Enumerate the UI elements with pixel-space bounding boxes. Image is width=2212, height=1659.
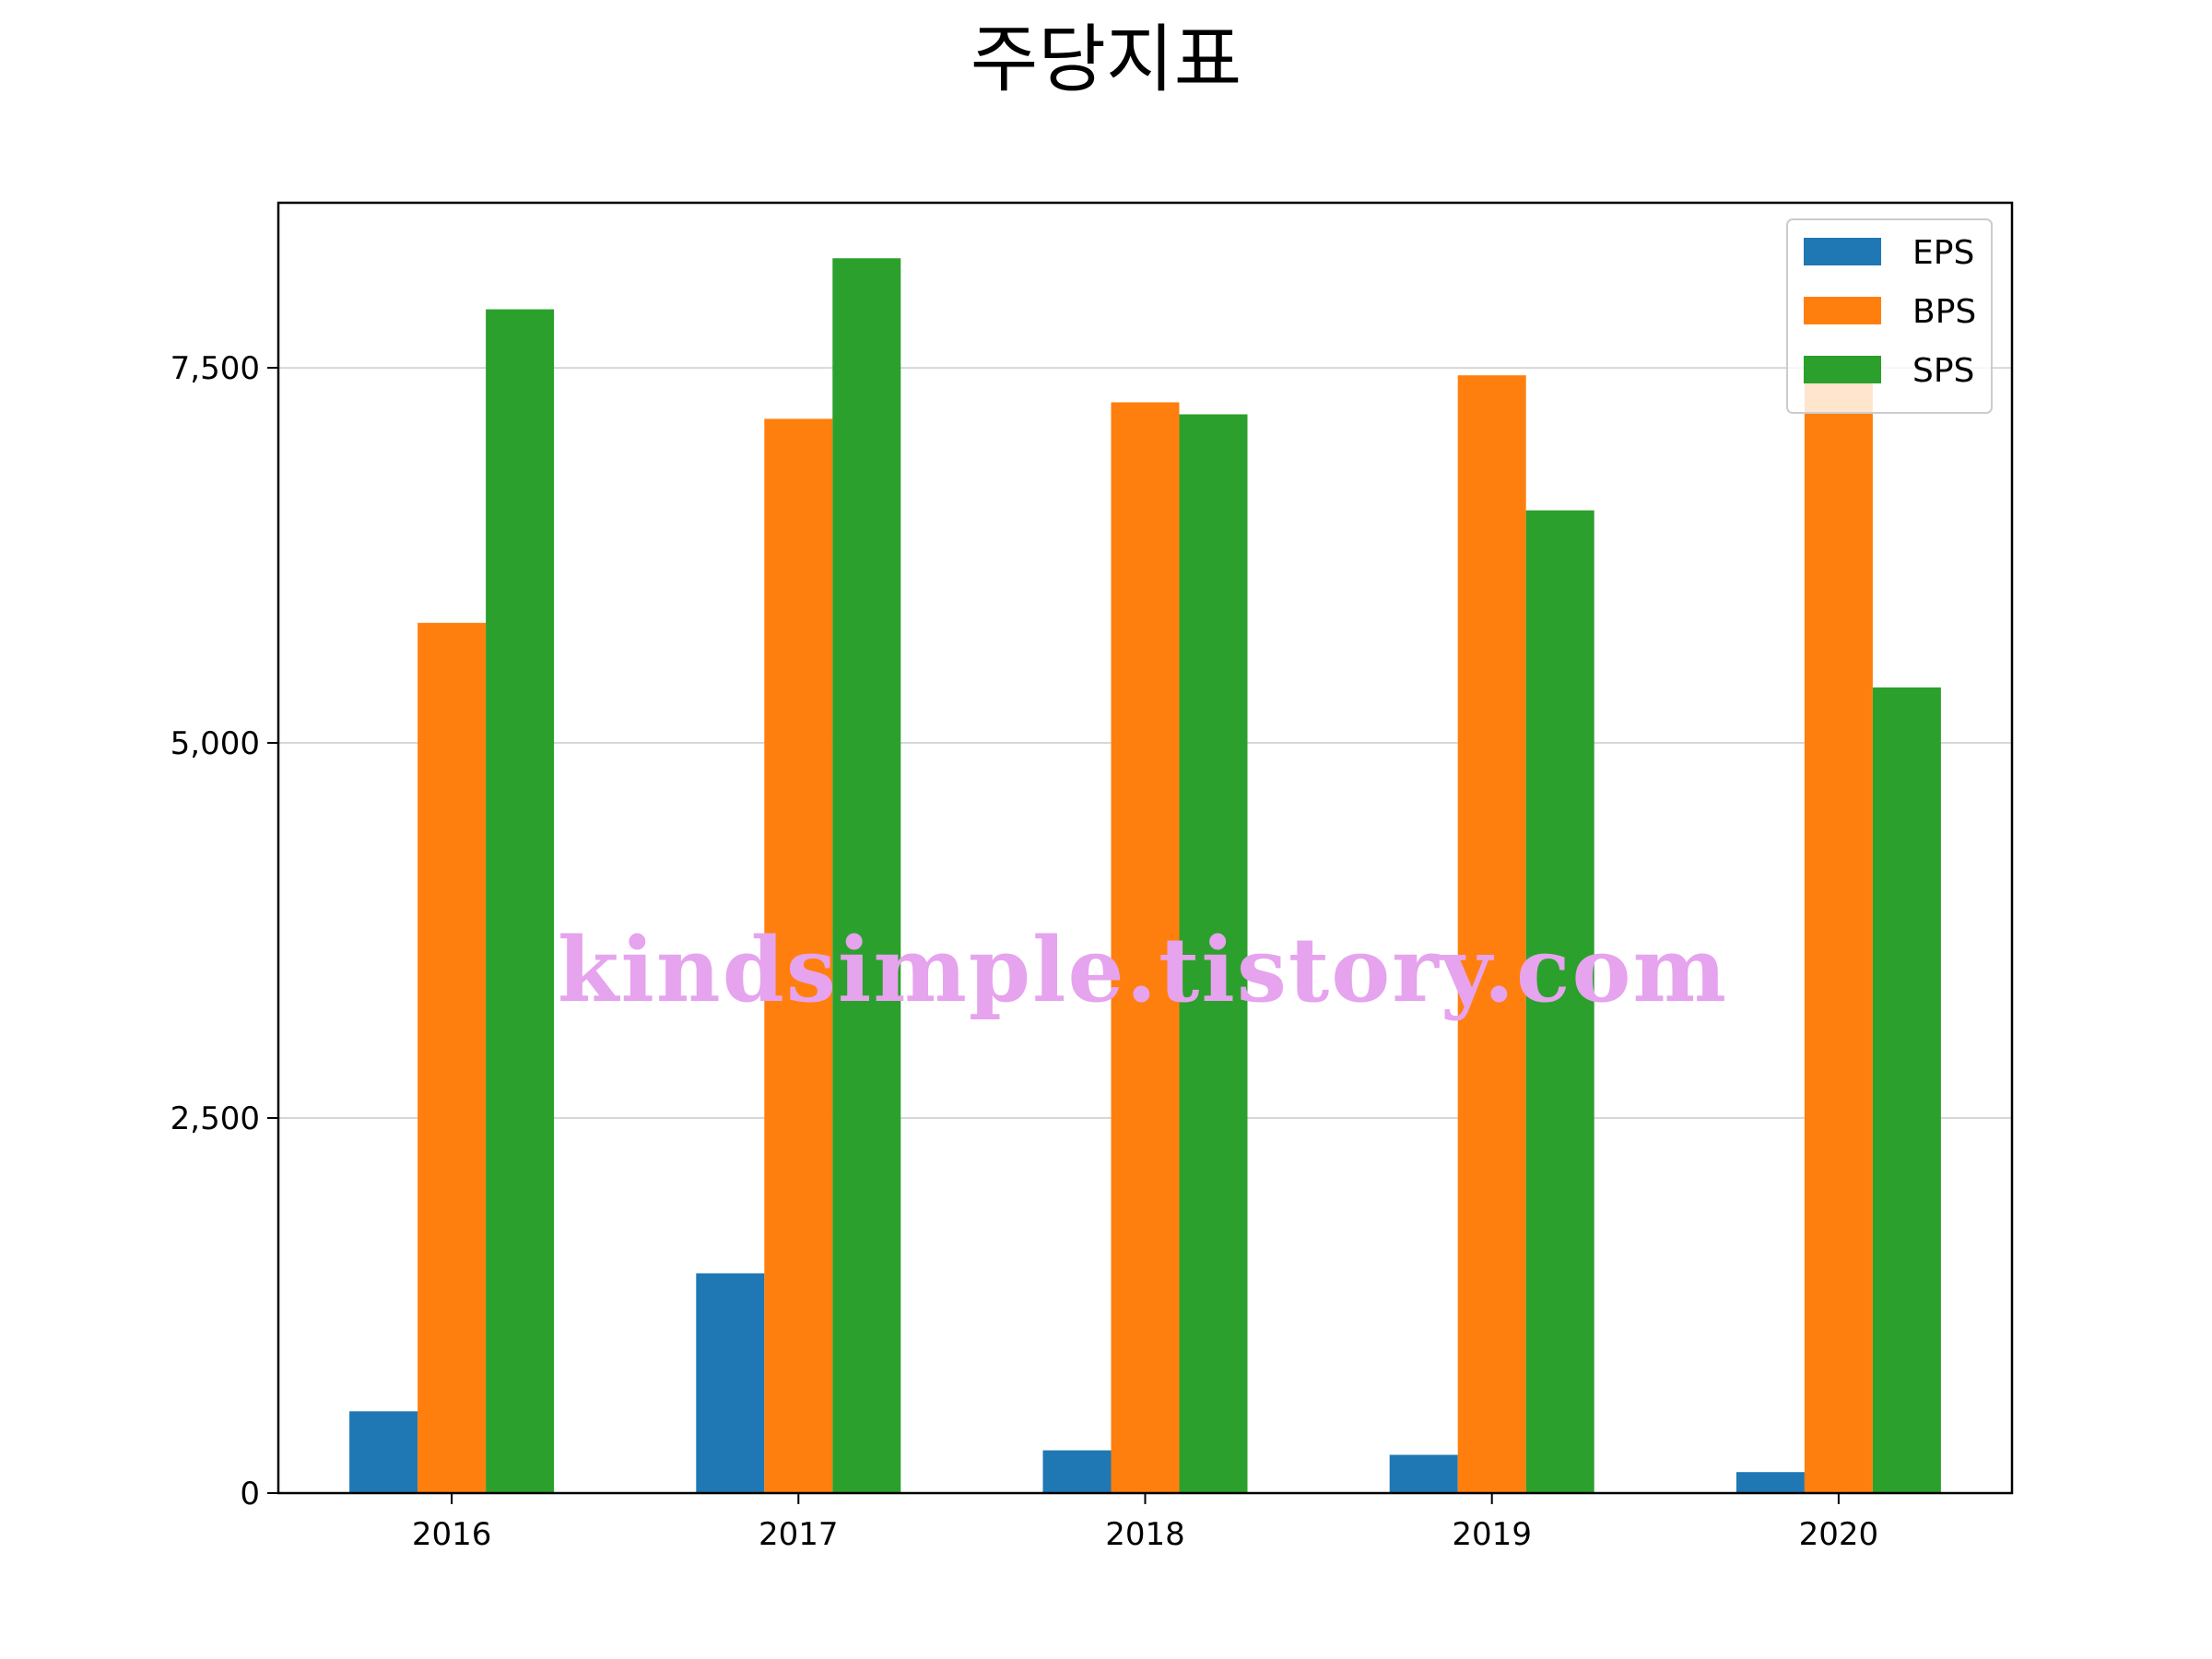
legend-swatch-bps	[1804, 297, 1881, 324]
y-tick-label: 5,000	[171, 725, 260, 762]
bar-eps-2016	[349, 1411, 418, 1493]
bar-sps-2016	[486, 309, 555, 1493]
bar-eps-2018	[1042, 1450, 1112, 1493]
bar-bps-2020	[1804, 364, 1873, 1493]
bar-bps-2017	[764, 418, 833, 1494]
bar-eps-2019	[1389, 1454, 1458, 1493]
axis-ticks: 0 2,500 5,000 7,500 2016 2017 2018 2019 2020	[171, 350, 1879, 1553]
legend-swatch-sps	[1804, 356, 1881, 383]
bar-sps-2019	[1525, 510, 1594, 1493]
bar-bps-2019	[1457, 375, 1526, 1494]
y-tick-label: 2,500	[171, 1100, 260, 1137]
bar-bps-2018	[1111, 402, 1180, 1494]
x-tick-label: 2019	[1452, 1516, 1532, 1553]
legend-swatch-eps	[1804, 238, 1881, 265]
x-tick-label: 2018	[1105, 1516, 1185, 1553]
legend-label-eps: EPS	[1912, 234, 1974, 272]
legend: EPS BPS SPS	[1786, 218, 1993, 414]
bar-sps-2017	[832, 258, 901, 1493]
bar-eps-2017	[696, 1273, 765, 1493]
watermark: kindsimple.tistory.com	[558, 918, 1728, 1022]
bar-eps-2020	[1735, 1472, 1805, 1493]
x-tick-label: 2020	[1799, 1516, 1879, 1553]
chart-title: 주당지표	[971, 17, 1241, 102]
bars	[349, 258, 1941, 1494]
x-tick-label: 2017	[759, 1516, 839, 1553]
bar-sps-2018	[1179, 414, 1248, 1493]
bar-sps-2020	[1872, 687, 1941, 1493]
y-tick-label: 0	[240, 1476, 260, 1512]
legend-label-sps: SPS	[1912, 352, 1974, 390]
x-tick-label: 2016	[412, 1516, 492, 1553]
y-tick-label: 7,500	[171, 350, 260, 387]
bar-bps-2016	[418, 622, 487, 1493]
legend-label-bps: BPS	[1912, 293, 1976, 331]
